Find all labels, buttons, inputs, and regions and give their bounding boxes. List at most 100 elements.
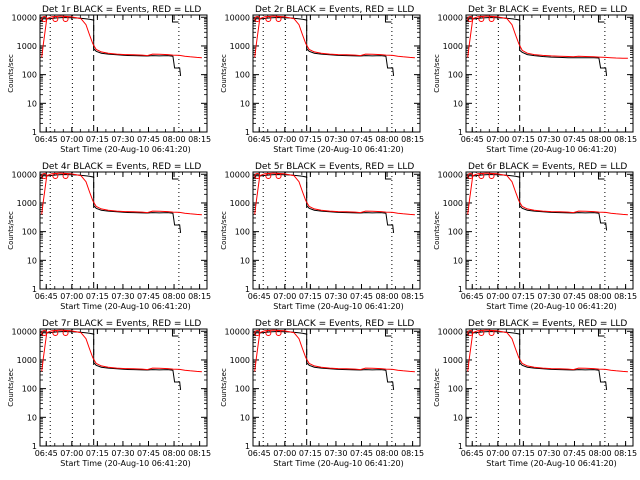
plot-frame	[252, 171, 421, 290]
saturation-marker	[467, 330, 474, 336]
x-tick-label: 07:30	[324, 292, 347, 301]
x-tick-label: 07:30	[111, 292, 134, 301]
y-axis-label: Counts/sec	[433, 54, 441, 93]
series-line-lld	[467, 15, 628, 59]
chart-panel-det-9r: 1 10 100 1000 10000 06:45 07:00 07:15 07:30 07:45…	[433, 319, 637, 468]
x-axis-label: Start Time (20-Aug-10 06:41:20)	[273, 302, 404, 311]
x-tick-label: 07:15	[299, 292, 322, 301]
saturation-marker	[41, 330, 48, 336]
plot-frame	[465, 14, 634, 133]
x-tick-label: 07:15	[512, 135, 535, 144]
x-tick-label: 08:00	[163, 449, 186, 458]
y-tick-label: 100	[235, 228, 250, 237]
y-tick-label: 100	[22, 228, 37, 237]
x-tick-label: 08:00	[376, 135, 399, 144]
y-axis-label: Counts/sec	[220, 368, 228, 407]
series-line-events	[253, 330, 395, 390]
x-tick-label: 06:45	[248, 135, 271, 144]
x-tick-label: 07:00	[273, 292, 296, 301]
series-line-lld	[41, 15, 202, 59]
x-tick-label: 06:45	[35, 135, 58, 144]
x-tick-label: 07:45	[563, 292, 586, 301]
x-tick-label: 07:00	[486, 449, 509, 458]
x-tick-label: 06:45	[248, 292, 271, 301]
y-tick-label: 10	[453, 413, 463, 422]
x-tick-label: 08:15	[188, 449, 211, 458]
saturation-marker	[62, 16, 69, 22]
x-tick-label: 07:45	[137, 292, 160, 301]
y-tick-label: 1000	[17, 356, 37, 365]
y-tick-label: 10	[27, 99, 37, 108]
y-tick-label: 1	[32, 442, 37, 451]
x-tick-label: 07:15	[86, 449, 109, 458]
series-line-lld	[41, 329, 202, 373]
x-tick-label: 06:45	[35, 292, 58, 301]
x-tick-label: 08:00	[376, 449, 399, 458]
saturation-marker	[467, 173, 474, 179]
chart-panel-det-5r: 1 10 100 1000 10000 06:45 07:00 07:15 07:30 07:45…	[220, 162, 424, 311]
saturation-marker	[275, 173, 282, 179]
x-tick-label: 07:45	[350, 135, 373, 144]
panel-title: Det 1r BLACK = Events, RED = LLD	[42, 5, 201, 15]
y-tick-label: 1000	[443, 42, 463, 51]
y-tick-label: 1	[458, 442, 463, 451]
series-line-events	[466, 16, 608, 76]
saturation-marker	[488, 173, 495, 179]
y-tick-label: 10000	[12, 327, 37, 336]
x-tick-label: 07:30	[111, 135, 134, 144]
y-tick-label: 10	[240, 256, 250, 265]
interval-bracket	[384, 172, 392, 180]
saturation-marker	[275, 16, 282, 22]
plot-frame	[39, 328, 208, 447]
saturation-marker	[41, 16, 48, 22]
y-tick-label: 10000	[12, 13, 37, 22]
x-tick-label: 07:15	[86, 135, 109, 144]
y-tick-label: 10	[453, 256, 463, 265]
y-axis-label: Counts/sec	[220, 54, 228, 93]
x-axis-label: Start Time (20-Aug-10 06:41:20)	[273, 145, 404, 154]
plot-frame	[39, 14, 208, 133]
interval-bracket	[384, 329, 392, 337]
x-tick-label: 06:45	[248, 449, 271, 458]
x-tick-label: 07:15	[512, 449, 535, 458]
x-tick-label: 08:15	[401, 135, 424, 144]
x-tick-label: 08:00	[589, 449, 612, 458]
x-tick-label: 08:00	[589, 292, 612, 301]
y-tick-label: 1	[245, 285, 250, 294]
x-tick-label: 08:00	[163, 135, 186, 144]
x-axis-label: Start Time (20-Aug-10 06:41:20)	[60, 302, 191, 311]
panel-title: Det 6r BLACK = Events, RED = LLD	[468, 162, 627, 172]
y-tick-label: 1000	[17, 199, 37, 208]
x-axis-label: Start Time (20-Aug-10 06:41:20)	[486, 302, 617, 311]
x-tick-label: 07:45	[563, 135, 586, 144]
saturation-marker	[254, 173, 261, 179]
x-tick-label: 07:00	[486, 135, 509, 144]
series-line-events	[253, 16, 395, 76]
x-tick-label: 07:00	[273, 135, 296, 144]
saturation-marker	[488, 330, 495, 336]
x-tick-label: 07:00	[273, 449, 296, 458]
y-tick-label: 10000	[438, 13, 463, 22]
y-tick-label: 100	[448, 228, 463, 237]
saturation-marker	[275, 330, 282, 336]
saturation-marker	[478, 16, 485, 22]
y-tick-label: 10000	[225, 327, 250, 336]
panel-title: Det 5r BLACK = Events, RED = LLD	[255, 162, 414, 172]
y-tick-label: 1000	[17, 42, 37, 51]
y-tick-label: 1	[32, 128, 37, 137]
panel-title: Det 3r BLACK = Events, RED = LLD	[468, 5, 627, 15]
y-axis-label: Counts/sec	[7, 211, 15, 250]
x-tick-label: 08:15	[401, 449, 424, 458]
y-tick-label: 10	[27, 413, 37, 422]
x-tick-label: 08:15	[614, 449, 637, 458]
x-tick-label: 08:00	[589, 135, 612, 144]
interval-bracket	[171, 329, 179, 337]
y-tick-label: 1	[458, 128, 463, 137]
x-tick-label: 08:00	[376, 292, 399, 301]
x-tick-label: 07:45	[137, 135, 160, 144]
x-tick-label: 07:45	[137, 449, 160, 458]
y-tick-label: 1	[245, 128, 250, 137]
x-tick-label: 06:45	[35, 449, 58, 458]
chart-panel-det-4r: 1 10 100 1000 10000 06:45 07:00 07:15 07:30 07:45…	[7, 162, 211, 311]
x-tick-label: 07:30	[324, 449, 347, 458]
